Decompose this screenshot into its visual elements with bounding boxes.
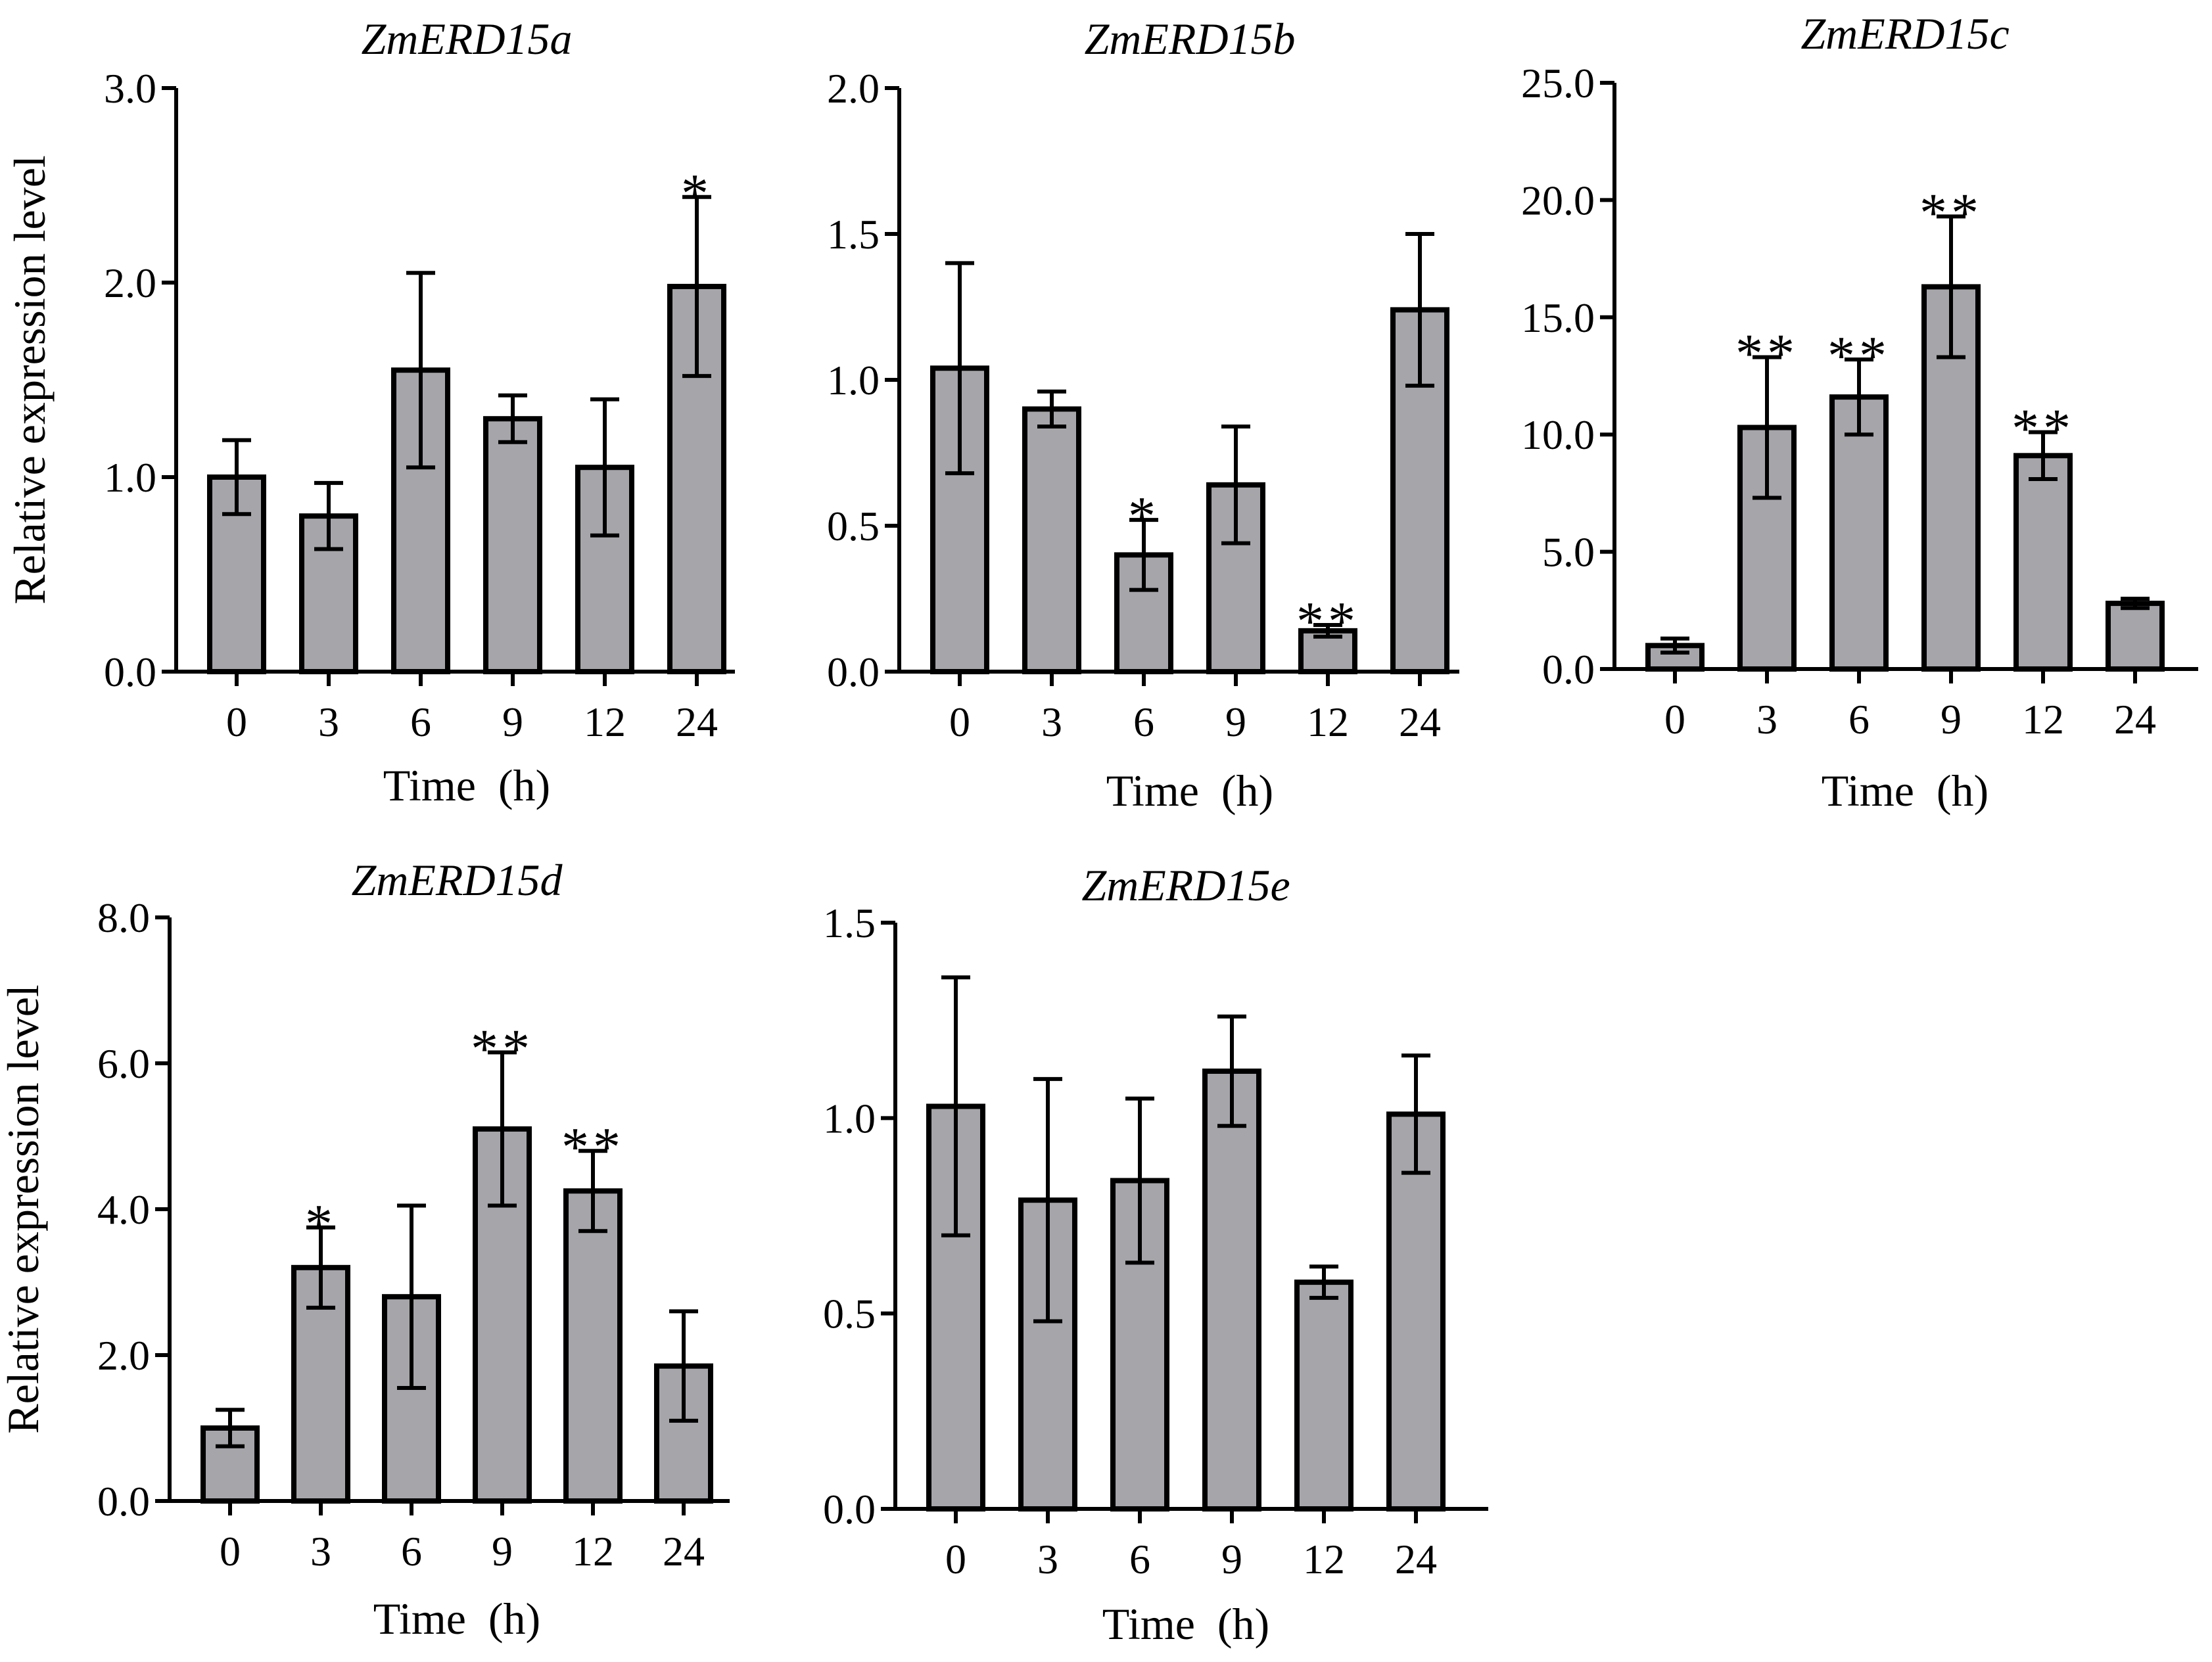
y-tick-label: 15.0 xyxy=(1521,294,1595,341)
y-tick-label: 0.0 xyxy=(823,1486,876,1533)
x-tick-label: 0 xyxy=(949,699,970,745)
y-axis-label: Relative expression level xyxy=(5,155,55,605)
significance-label: ** xyxy=(1919,182,1983,243)
bar xyxy=(2013,453,2073,672)
significance-label: ** xyxy=(1296,591,1359,652)
significance-label: ** xyxy=(1735,323,1799,384)
x-tick-label: 6 xyxy=(1848,696,1870,743)
significance-label: * xyxy=(681,163,713,224)
y-tick-label: 0.0 xyxy=(104,649,156,695)
x-tick-label: 12 xyxy=(584,699,626,745)
y-tick-label: 6.0 xyxy=(97,1040,150,1087)
y-tick-label: 4.0 xyxy=(97,1186,150,1233)
x-tick-label: 6 xyxy=(1129,1536,1150,1582)
bar xyxy=(1386,1111,1446,1512)
x-axis-label: Time (h) xyxy=(383,760,550,810)
bar xyxy=(483,416,542,674)
y-tick-label: 10.0 xyxy=(1521,411,1595,458)
x-tick-label: 6 xyxy=(1133,699,1154,745)
x-tick-label: 12 xyxy=(2022,696,2064,743)
chart-title: ZmERD15a xyxy=(361,14,572,64)
x-tick-label: 9 xyxy=(1221,1536,1242,1582)
x-tick-label: 3 xyxy=(1756,696,1777,743)
x-tick-label: 6 xyxy=(401,1528,422,1575)
x-axis-label: Time (h) xyxy=(373,1594,540,1644)
bar xyxy=(1022,406,1081,675)
x-tick-label: 0 xyxy=(945,1536,966,1582)
significance-label: * xyxy=(305,1193,337,1255)
chart-title: ZmERD15d xyxy=(351,855,563,905)
bar xyxy=(391,367,450,674)
x-tick-label: 9 xyxy=(1941,696,1962,743)
y-tick-label: 5.0 xyxy=(1542,529,1595,576)
y-tick-label: 1.5 xyxy=(823,900,876,946)
chart-panel-5: ZmERD15e 0.0 0.5 1.0 1.5 0 3 6 9 12 24 Time (h) xyxy=(823,860,1488,1649)
y-tick-label: 1.0 xyxy=(823,1095,876,1142)
y-tick-label: 2.0 xyxy=(827,65,880,112)
y-tick-label: 1.5 xyxy=(827,211,880,258)
x-tick-label: 0 xyxy=(226,699,247,745)
x-tick-label: 24 xyxy=(2114,696,2156,743)
bar xyxy=(1294,1280,1353,1512)
chart-panel-3: ZmERD15c 0.0 5.0 10.0 15.0 20.0 25.0 0 3 ** 6 ** 9 **… xyxy=(1521,9,2198,816)
x-tick-label: 3 xyxy=(318,699,339,745)
significance-label: ** xyxy=(2012,398,2075,459)
x-tick-label: 12 xyxy=(1303,1536,1345,1582)
x-axis-label: Time (h) xyxy=(1102,1599,1269,1649)
x-axis-label: Time (h) xyxy=(1106,766,1273,816)
chart-title: ZmERD15c xyxy=(1800,9,2009,58)
x-tick-label: 9 xyxy=(502,699,523,745)
x-tick-label: 3 xyxy=(1041,699,1062,745)
y-tick-label: 0.5 xyxy=(823,1291,876,1337)
y-tick-label: 20.0 xyxy=(1521,177,1595,223)
x-tick-label: 12 xyxy=(1307,699,1349,745)
y-tick-label: 0.0 xyxy=(1542,646,1595,693)
x-tick-label: 24 xyxy=(1395,1536,1437,1582)
x-tick-label: 9 xyxy=(1225,699,1246,745)
x-tick-label: 9 xyxy=(492,1528,513,1575)
chart-title: ZmERD15b xyxy=(1084,14,1295,64)
y-tick-label: 1.0 xyxy=(104,454,156,501)
significance-label: ** xyxy=(471,1018,534,1079)
y-tick-label: 1.0 xyxy=(827,357,880,404)
chart-title: ZmERD15e xyxy=(1081,860,1290,910)
x-axis-label: Time (h) xyxy=(1822,766,1988,816)
chart-panel-4: ZmERD15d 0.0 2.0 4.0 6.0 8.0 Relative expressi… xyxy=(0,855,730,1644)
bar xyxy=(1202,1068,1261,1512)
y-tick-label: 2.0 xyxy=(104,260,156,306)
bar xyxy=(1829,394,1889,672)
x-tick-label: 6 xyxy=(410,699,431,745)
significance-label: ** xyxy=(561,1117,624,1178)
x-tick-label: 12 xyxy=(572,1528,614,1575)
y-tick-label: 25.0 xyxy=(1521,60,1595,106)
y-tick-label: 0.0 xyxy=(827,649,880,695)
x-tick-label: 3 xyxy=(1037,1536,1058,1582)
x-tick-label: 24 xyxy=(676,699,718,745)
x-tick-label: 0 xyxy=(1664,696,1685,743)
y-tick-label: 0.5 xyxy=(827,503,880,549)
x-tick-label: 24 xyxy=(1399,699,1441,745)
bar xyxy=(2106,601,2165,672)
bar xyxy=(1390,307,1449,674)
significance-label: * xyxy=(1128,486,1160,547)
bar xyxy=(563,1188,623,1504)
y-axis-label: Relative expression level xyxy=(0,984,48,1434)
x-tick-label: 3 xyxy=(310,1528,331,1575)
chart-panel-2: ZmERD15b 0.0 0.5 1.0 1.5 2.0 0 3 6 * 9 12 ** 24 Time (… xyxy=(827,14,1459,816)
significance-label: ** xyxy=(1827,325,1891,386)
y-tick-label: 2.0 xyxy=(97,1332,150,1379)
y-tick-label: 3.0 xyxy=(104,65,156,112)
y-tick-label: 0.0 xyxy=(97,1478,150,1525)
x-tick-label: 0 xyxy=(220,1528,241,1575)
x-tick-label: 24 xyxy=(663,1528,705,1575)
chart-panel-1: ZmERD15a 0.0 1.0 2.0 3.0 Relative expression … xyxy=(5,14,735,810)
y-tick-label: 8.0 xyxy=(97,894,150,941)
